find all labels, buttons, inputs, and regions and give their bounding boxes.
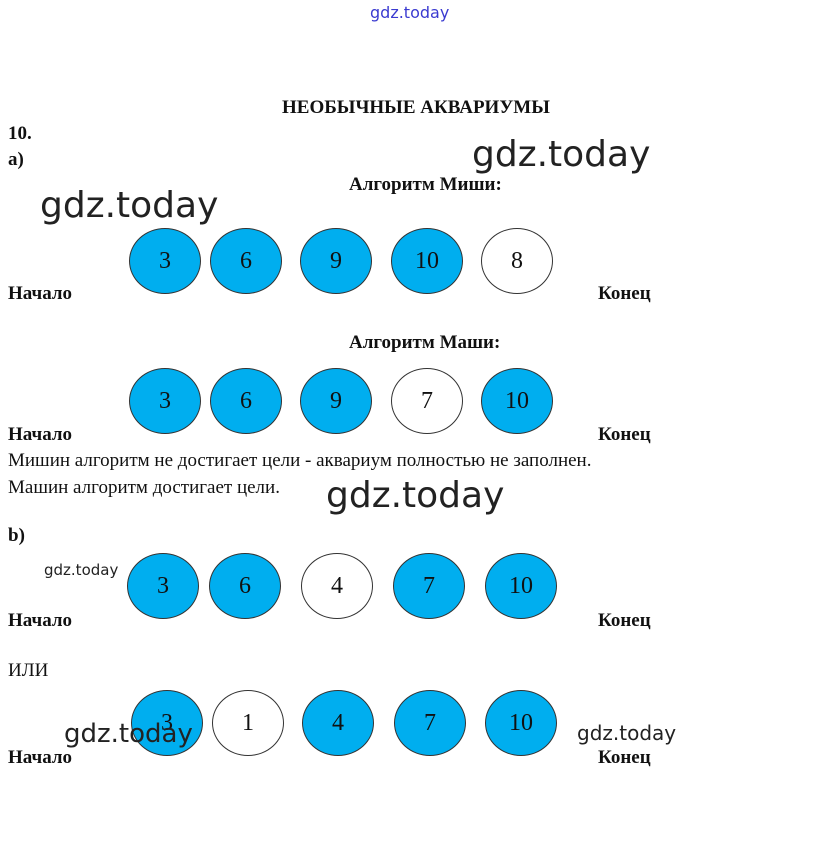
conclusion: Мишин алгоритм не достигает цели - аквар… bbox=[8, 450, 592, 471]
watermark: gdz.today bbox=[370, 3, 450, 22]
aquarium: 3 bbox=[129, 228, 201, 294]
start-label: Начало bbox=[8, 747, 73, 768]
aquarium: 10 bbox=[391, 228, 463, 294]
aquarium: 6 bbox=[209, 553, 281, 619]
end-label: Конец bbox=[598, 424, 651, 445]
start-label: Начало bbox=[8, 283, 73, 304]
end-label: Конец bbox=[598, 283, 651, 304]
end-label: Конец bbox=[598, 747, 651, 768]
start-label: Начало bbox=[8, 610, 73, 631]
watermark: gdz.today bbox=[40, 185, 219, 226]
aquarium: 4 bbox=[301, 553, 373, 619]
task-number: 10. bbox=[8, 123, 32, 144]
or-separator: ИЛИ bbox=[8, 660, 49, 681]
watermark: gdz.today bbox=[472, 134, 651, 175]
aquarium: 3 bbox=[131, 690, 203, 756]
watermark: gdz.today bbox=[64, 719, 193, 749]
watermark: gdz.today bbox=[326, 475, 505, 516]
watermark: gdz.today bbox=[44, 561, 119, 579]
aquarium: 10 bbox=[485, 690, 557, 756]
part-label: а) bbox=[8, 149, 24, 170]
aquarium: 4 bbox=[302, 690, 374, 756]
aquarium: 1 bbox=[212, 690, 284, 756]
aquarium: 6 bbox=[210, 368, 282, 434]
start-label: Начало bbox=[8, 424, 73, 445]
conclusion: Машин алгоритм достигает цели. bbox=[8, 477, 280, 498]
aquarium: 3 bbox=[127, 553, 199, 619]
aquarium: 10 bbox=[485, 553, 557, 619]
aquarium: 3 bbox=[129, 368, 201, 434]
aquarium: 9 bbox=[300, 228, 372, 294]
algorithm-heading: Алгоритм Миши: bbox=[349, 174, 502, 195]
aquarium: 10 bbox=[481, 368, 553, 434]
aquarium: 9 bbox=[300, 368, 372, 434]
end-label: Конец bbox=[598, 610, 651, 631]
title: НЕОБЫЧНЫЕ АКВАРИУМЫ bbox=[282, 97, 550, 118]
aquarium: 7 bbox=[394, 690, 466, 756]
aquarium: 7 bbox=[391, 368, 463, 434]
part-label: b) bbox=[8, 525, 25, 546]
aquarium: 6 bbox=[210, 228, 282, 294]
algorithm-heading: Алгоритм Маши: bbox=[349, 332, 501, 353]
aquarium: 7 bbox=[393, 553, 465, 619]
watermark: gdz.today bbox=[577, 721, 677, 745]
aquarium: 8 bbox=[481, 228, 553, 294]
